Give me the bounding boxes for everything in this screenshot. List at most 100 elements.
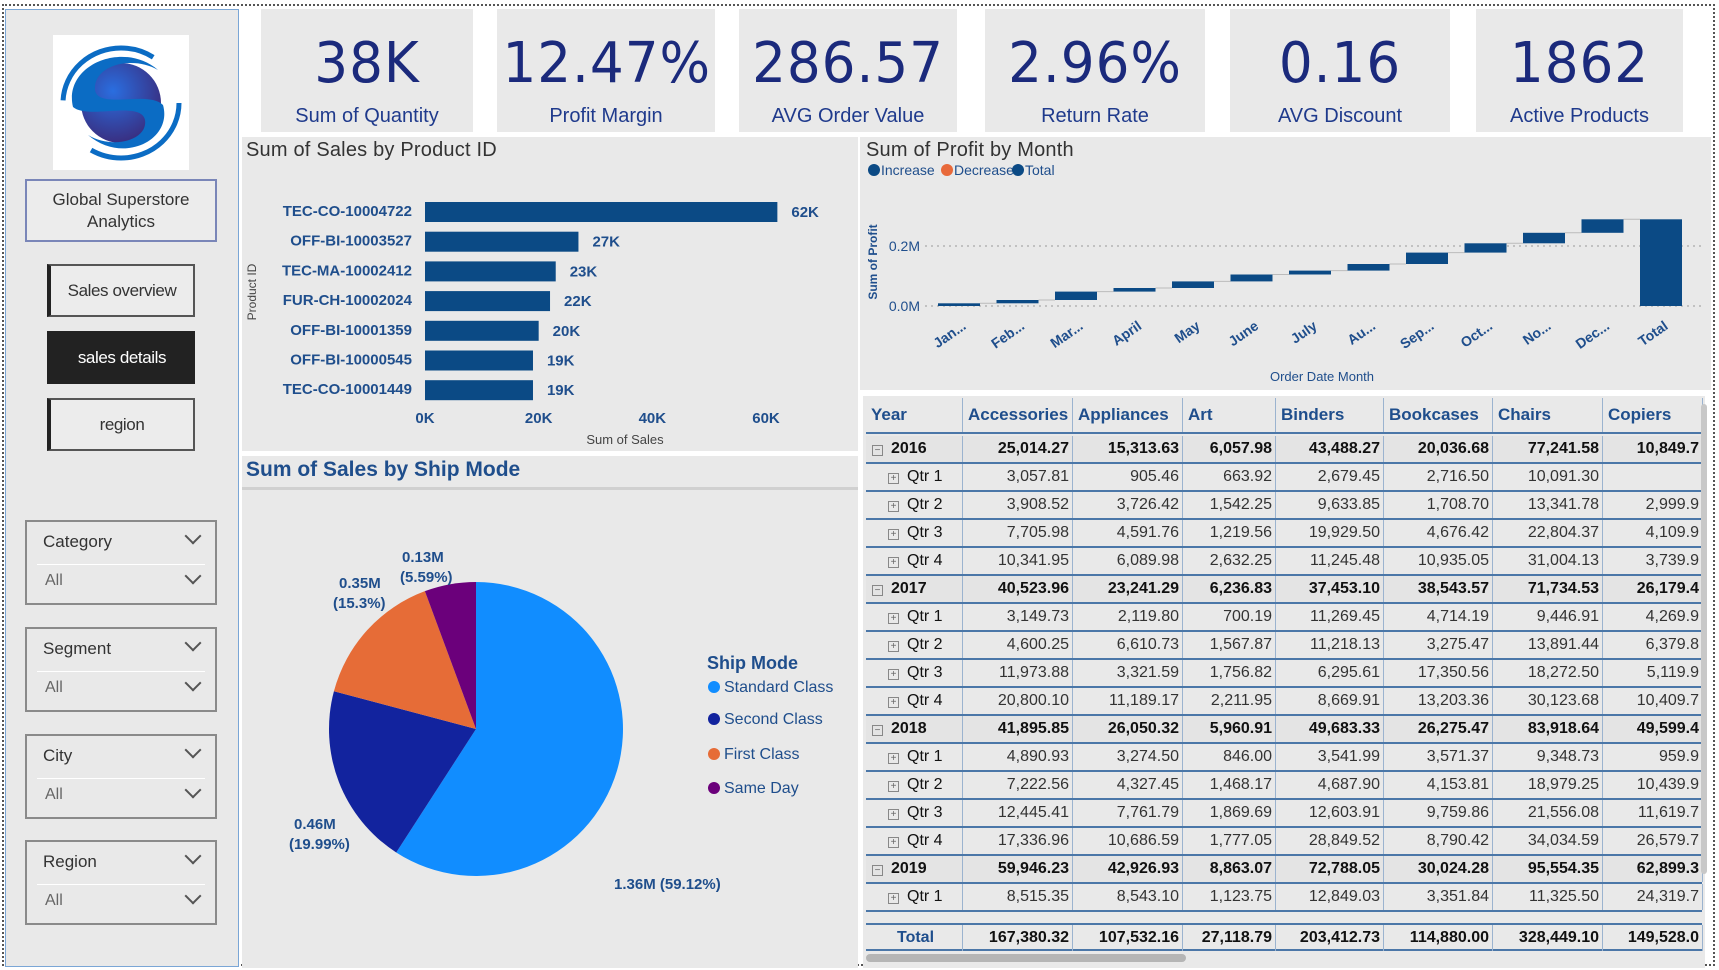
column-header[interactable]: Accessories xyxy=(963,398,1073,432)
expand-icon[interactable]: + xyxy=(888,473,899,484)
waterfall-bar[interactable] xyxy=(1172,281,1214,288)
chevron-down-icon[interactable] xyxy=(184,781,202,799)
collapse-icon[interactable]: − xyxy=(872,585,883,596)
slicer-title: Segment xyxy=(43,639,112,658)
table-row: + Qtr 3 11,973.88 3,321.59 1,756.82 6,295.61 1… xyxy=(866,660,1703,688)
table-cell: 4,327.45 xyxy=(1073,772,1183,798)
expand-icon[interactable]: + xyxy=(888,529,899,540)
waterfall-total-bar[interactable] xyxy=(1640,219,1682,306)
legend-item[interactable]: Second Class xyxy=(724,711,823,728)
vertical-scrollbar[interactable] xyxy=(1701,404,1707,874)
kpi-value: 0.16 xyxy=(1278,31,1402,96)
collapse-chevron-icon[interactable] xyxy=(184,634,202,652)
table-cell: 37,453.10 xyxy=(1276,576,1384,602)
row-label: Qtr 3 xyxy=(907,524,943,541)
waterfall-bar[interactable] xyxy=(938,303,980,306)
chevron-down-icon[interactable] xyxy=(184,887,202,905)
table-cell: 6,089.98 xyxy=(1073,548,1183,574)
nav-button-region[interactable]: region xyxy=(47,398,195,451)
table-cell: 62,899.3 xyxy=(1603,856,1703,882)
bar[interactable] xyxy=(425,320,539,341)
column-header[interactable]: Bookcases xyxy=(1384,398,1493,432)
expand-icon[interactable]: + xyxy=(888,781,899,792)
table-cell: 10,341.95 xyxy=(963,548,1073,574)
legend-item[interactable]: Standard Class xyxy=(724,679,833,696)
table-cell: 8,669.91 xyxy=(1276,688,1384,714)
nav-button-sales-overview[interactable]: Sales overview xyxy=(47,264,195,317)
collapse-icon[interactable]: − xyxy=(872,445,883,456)
x-tick-label: Feb... xyxy=(988,317,1027,351)
waterfall-bar[interactable] xyxy=(1230,274,1273,282)
pie-slice[interactable] xyxy=(396,582,623,876)
kpi-label: AVG Order Value xyxy=(771,105,925,127)
expand-icon[interactable]: + xyxy=(888,669,899,680)
slicer-dropdown-value[interactable]: All xyxy=(45,572,63,589)
legend-item[interactable]: Increase xyxy=(881,162,935,178)
waterfall-bar[interactable] xyxy=(1055,291,1097,300)
expand-icon[interactable]: + xyxy=(888,557,899,568)
slicer-dropdown-value[interactable]: All xyxy=(45,786,63,803)
legend-item[interactable]: Total xyxy=(1025,162,1055,178)
expand-icon[interactable]: + xyxy=(888,641,899,652)
slicer-dropdown-value[interactable]: All xyxy=(45,892,63,909)
waterfall-bar[interactable] xyxy=(1113,288,1156,292)
table-cell: 959.9 xyxy=(1603,744,1703,770)
waterfall-bar[interactable] xyxy=(996,300,1039,304)
row-header: −2016 xyxy=(866,436,963,462)
collapse-chevron-icon[interactable] xyxy=(184,847,202,865)
column-header[interactable]: Binders xyxy=(1276,398,1384,432)
column-header[interactable]: Chairs xyxy=(1493,398,1603,432)
table-cell: 77,241.58 xyxy=(1493,436,1603,462)
expand-icon[interactable]: + xyxy=(888,809,899,820)
slicer-dropdown-value[interactable]: All xyxy=(45,679,63,696)
expand-icon[interactable]: + xyxy=(888,613,899,624)
pie-slice[interactable] xyxy=(329,691,476,853)
bar[interactable] xyxy=(425,261,556,282)
row-header: + Qtr 2 xyxy=(866,772,963,798)
chevron-down-icon[interactable] xyxy=(184,674,202,692)
slicer-category[interactable]: Category All xyxy=(25,520,217,605)
bar-data-label: 27K xyxy=(592,234,620,251)
bar[interactable] xyxy=(425,202,778,222)
collapse-chevron-icon[interactable] xyxy=(184,527,202,545)
expand-icon[interactable]: + xyxy=(888,501,899,512)
waterfall-bar[interactable] xyxy=(1406,252,1448,264)
column-header[interactable]: Copiers xyxy=(1603,398,1703,432)
slicer-segment[interactable]: Segment All xyxy=(25,627,217,712)
pie-slice[interactable] xyxy=(333,591,476,729)
bar[interactable] xyxy=(425,380,533,401)
slicer-region[interactable]: Region All xyxy=(25,840,217,925)
pie-slice[interactable] xyxy=(424,582,476,729)
y-tick-label: 0.2M xyxy=(889,238,920,254)
expand-icon[interactable]: + xyxy=(888,893,899,904)
waterfall-bar[interactable] xyxy=(1581,219,1624,233)
bar[interactable] xyxy=(425,350,533,371)
legend-item[interactable]: First Class xyxy=(724,746,800,763)
waterfall-bar[interactable] xyxy=(1289,270,1331,275)
legend-item[interactable]: Same Day xyxy=(724,780,799,797)
column-header[interactable]: Appliances xyxy=(1073,398,1183,432)
expand-icon[interactable]: + xyxy=(888,697,899,708)
horizontal-scrollbar[interactable] xyxy=(866,954,1186,962)
table-cell: 1,123.75 xyxy=(1183,884,1276,910)
bar[interactable] xyxy=(425,291,551,312)
collapse-icon[interactable]: − xyxy=(872,865,883,876)
table-cell: 21,556.08 xyxy=(1493,800,1603,826)
matrix-table: Year Accessories Appliances Art Binders Bookc… xyxy=(863,396,1705,968)
waterfall-bar[interactable] xyxy=(1523,232,1565,244)
row-label: Qtr 1 xyxy=(907,888,943,905)
collapse-icon[interactable]: − xyxy=(872,725,883,736)
waterfall-bar[interactable] xyxy=(1347,264,1390,271)
x-tick-label: Oct... xyxy=(1457,317,1495,350)
slicer-city[interactable]: City All xyxy=(25,734,217,819)
nav-button-sales-details[interactable]: sales details xyxy=(47,331,195,384)
collapse-chevron-icon[interactable] xyxy=(184,741,202,759)
expand-icon[interactable]: + xyxy=(888,753,899,764)
waterfall-bar[interactable] xyxy=(1464,243,1507,253)
chevron-down-icon[interactable] xyxy=(184,567,202,585)
expand-icon[interactable]: + xyxy=(888,837,899,848)
bar[interactable] xyxy=(425,231,579,252)
column-header[interactable]: Art xyxy=(1183,398,1276,432)
legend-item[interactable]: Decrease xyxy=(954,162,1014,178)
column-header[interactable]: Year xyxy=(866,398,963,432)
